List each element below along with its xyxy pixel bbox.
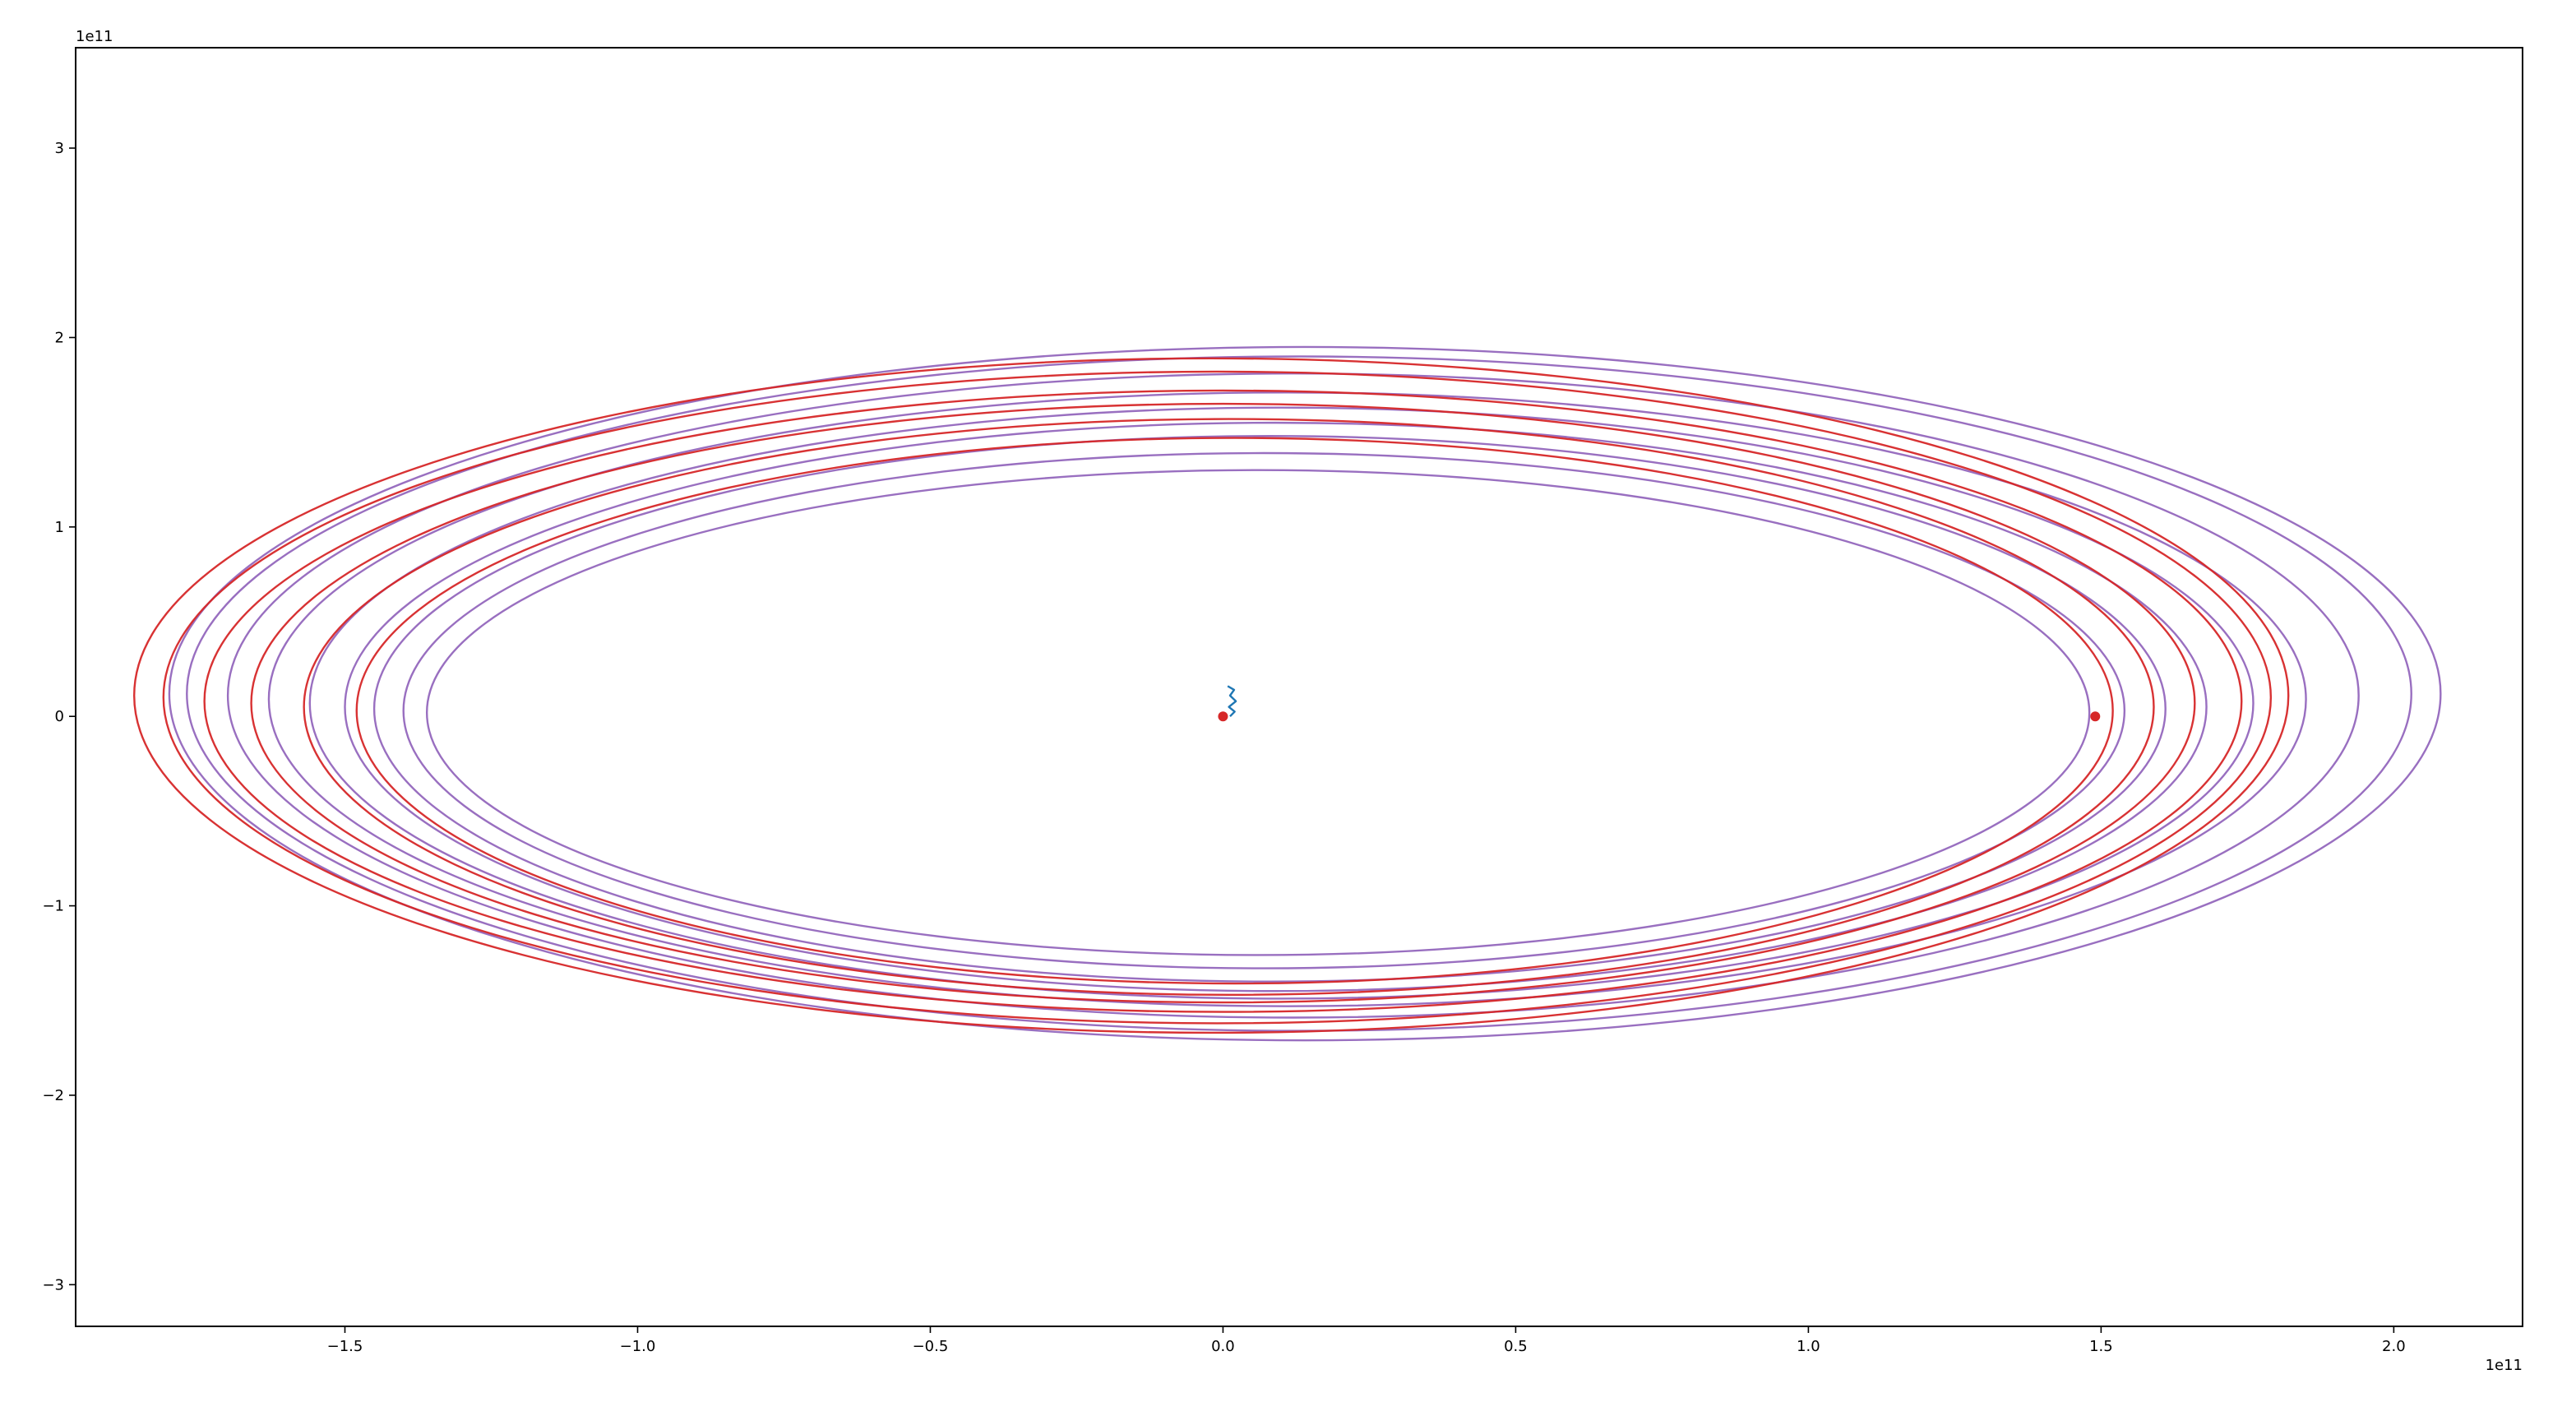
y-tick-label: 0 (55, 708, 64, 725)
orbit-path (226, 372, 2360, 1019)
orbit-path (303, 418, 2155, 997)
x-tick-label: 0.5 (1504, 1338, 1528, 1355)
axes-frame (75, 47, 2523, 1327)
wiggle-path (1227, 685, 1237, 718)
orbit-path (203, 389, 2243, 1013)
body-marker (2090, 711, 2101, 722)
orbit-path (132, 357, 2290, 1034)
x-offset-label: 1e11 (2486, 1357, 2523, 1374)
marker-layer (1218, 711, 2101, 722)
orbit-path (402, 451, 2126, 969)
y-tick-label: −1 (42, 898, 64, 915)
orbit-path (425, 469, 2091, 956)
x-tick-label: −1.0 (620, 1338, 656, 1355)
x-tick-label: 1.0 (1797, 1338, 1820, 1355)
orbit-path (168, 345, 2442, 1042)
orbit-path (162, 370, 2273, 1025)
body-marker (1218, 711, 1228, 722)
x-tick-label: −0.5 (913, 1338, 949, 1355)
orbit-path (308, 406, 2255, 1000)
y-tick-label: 3 (55, 140, 64, 157)
x-tick-label: −1.5 (327, 1338, 363, 1355)
series-0 (168, 345, 2442, 1042)
x-tick-label: 0.0 (1211, 1338, 1235, 1355)
orbit-path (267, 391, 2307, 1007)
orbit-path (344, 421, 2208, 993)
y-axis-ticks: −3 −2 −1 0 1 2 3 (42, 140, 76, 1293)
y-offset-label: 1e11 (76, 28, 113, 45)
orbit-path (372, 435, 2167, 983)
x-axis-ticks: −1.5 −1.0 −0.5 0.0 0.5 1.0 1.5 2.0 (327, 1326, 2406, 1355)
series-layer (132, 345, 2442, 1042)
x-tick-label: 2.0 (2382, 1338, 2406, 1355)
y-tick-label: 1 (55, 519, 64, 536)
series-1 (132, 357, 2290, 1034)
y-tick-label: −2 (42, 1087, 64, 1104)
orbit-path (250, 402, 2196, 1004)
series-2 (1227, 685, 1237, 718)
x-tick-label: 1.5 (2089, 1338, 2113, 1355)
y-tick-label: −3 (42, 1276, 64, 1293)
orbit-path (355, 437, 2114, 985)
y-tick-label: 2 (55, 329, 64, 346)
